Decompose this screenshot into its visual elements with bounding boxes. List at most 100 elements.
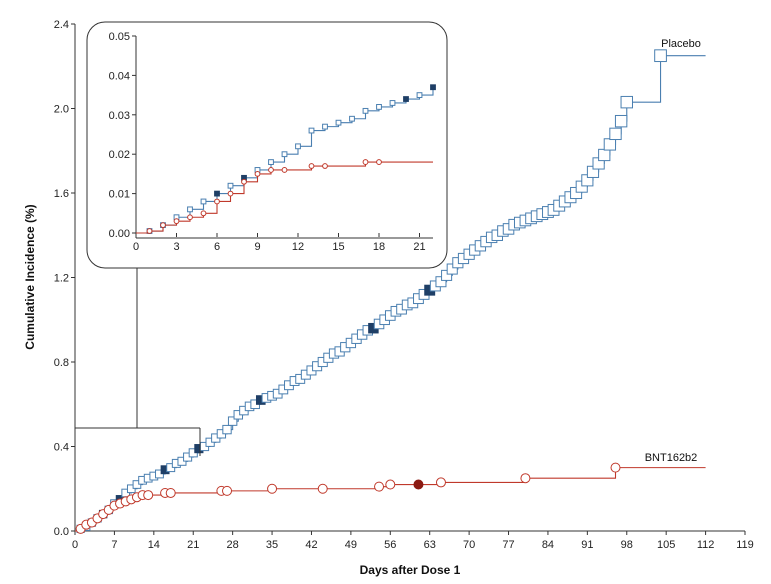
marker-bnt162b2 (254, 171, 261, 177)
x-tick-label: 56 (384, 539, 396, 551)
x-tick-label: 7 (111, 539, 117, 551)
y-tick-label: 0.0 (54, 526, 69, 538)
marker-placebo (268, 159, 274, 165)
marker-bnt162b2 (385, 479, 396, 490)
x-tick-label: 6 (214, 241, 220, 253)
x-tick-label: 63 (424, 539, 436, 551)
y-tick-label: 0.4 (54, 442, 69, 454)
marker-bnt162b2 (281, 167, 288, 173)
marker-placebo (362, 107, 369, 114)
x-tick-label: 35 (266, 539, 278, 551)
marker-placebo (227, 416, 238, 426)
marker-placebo (446, 263, 458, 275)
inset-frame (86, 21, 448, 269)
marker-placebo (389, 100, 396, 106)
y-tick-label: 2.0 (54, 104, 69, 116)
marker-placebo (322, 123, 328, 130)
marker-placebo (416, 92, 423, 98)
x-tick-label: 84 (542, 539, 554, 551)
x-tick-label: 112 (697, 539, 715, 551)
x-tick-label: 18 (373, 241, 385, 253)
marker-placebo (609, 127, 622, 141)
marker-placebo (376, 104, 382, 110)
x-tick-label: 0 (133, 241, 139, 253)
marker-placebo (308, 127, 315, 134)
marker-bnt162b2 (200, 210, 207, 217)
marker-placebo (222, 424, 232, 435)
series-line-bnt162b2 (75, 467, 706, 532)
marker-bnt162b2 (227, 190, 234, 197)
x-tick-label: 98 (621, 539, 633, 551)
marker-placebo (187, 206, 193, 213)
marker-bnt162b2 (214, 198, 220, 205)
marker-placebo (614, 114, 628, 128)
x-tick-label: 77 (502, 539, 514, 551)
marker-placebo (227, 182, 234, 189)
x-tick-label: 15 (332, 241, 344, 253)
y-tick-label: 0.03 (109, 110, 130, 122)
marker-placebo (335, 119, 342, 126)
marker-placebo (435, 276, 447, 288)
series-label-placebo: Placebo (661, 38, 701, 50)
marker-placebo (214, 190, 220, 197)
x-tick-label: 91 (581, 539, 593, 551)
marker-placebo (441, 269, 453, 281)
marker-placebo (598, 148, 611, 162)
marker-placebo (654, 49, 667, 63)
marker-bnt162b2 (173, 218, 180, 225)
marker-bnt162b2 (222, 485, 233, 496)
marker-placebo (620, 95, 633, 109)
main-series (75, 49, 706, 534)
marker-bnt162b2 (374, 481, 385, 492)
marker-bnt162b2 (146, 228, 153, 234)
marker-bnt162b2 (317, 483, 328, 494)
y-axis-label: Cumulative Incidence (%) (23, 204, 37, 349)
y-tick-label: 0.8 (54, 357, 69, 369)
x-axis-label: Days after Dose 1 (360, 563, 461, 577)
marker-bnt162b2 (435, 477, 446, 488)
marker-bnt162b2 (308, 163, 315, 169)
inset-connector (74, 268, 201, 456)
marker-bnt162b2 (413, 479, 424, 490)
x-tick-label: 119 (736, 539, 754, 551)
x-tick-label: 12 (292, 241, 304, 253)
x-tick-label: 14 (148, 539, 160, 551)
x-tick-label: 70 (463, 539, 475, 551)
y-tick-label: 1.2 (54, 273, 69, 285)
x-tick-label: 42 (305, 539, 317, 551)
marker-placebo (200, 198, 207, 205)
marker-placebo (603, 138, 617, 151)
y-tick-label: 0.01 (109, 189, 130, 201)
main-ticks: 0 7 14 21 28 35 42 49 56 63 70 77 84 91 98 105 112 1190.0… (54, 19, 754, 551)
y-tick-label: 2.4 (54, 19, 69, 31)
x-tick-label: 0 (72, 539, 78, 551)
marker-bnt162b2 (160, 222, 166, 229)
marker-bnt162b2 (187, 214, 193, 221)
y-tick-label: 0.00 (109, 228, 130, 240)
x-tick-label: 105 (657, 539, 675, 551)
marker-placebo (403, 96, 409, 102)
x-tick-label: 28 (227, 539, 239, 551)
marker-bnt162b2 (610, 462, 621, 473)
inset-chart: 0 3 6 9 12 15 18 21 0.00 0.01 0.02 0.03 0.04 0.05 (86, 21, 448, 269)
x-tick-label: 21 (413, 241, 425, 253)
y-tick-label: 0.02 (109, 149, 130, 161)
marker-bnt162b2 (165, 487, 176, 498)
x-tick-label: 3 (173, 241, 179, 253)
marker-placebo (281, 151, 288, 158)
x-tick-label: 9 (254, 241, 260, 253)
y-tick-label: 0.05 (109, 31, 130, 43)
inset-ticks: 0 3 6 9 12 15 18 21 0.00 0.01 0.02 0.03 0.04 0.05 (109, 31, 426, 253)
marker-placebo (295, 143, 301, 150)
marker-placebo (430, 84, 436, 91)
x-tick-label: 21 (187, 539, 199, 551)
marker-bnt162b2 (268, 167, 274, 173)
marker-bnt162b2 (322, 163, 328, 169)
series-label-bnt162b2: BNT162b2 (645, 452, 698, 464)
marker-bnt162b2 (241, 178, 247, 185)
marker-bnt162b2 (267, 483, 278, 494)
marker-placebo (349, 115, 355, 122)
marker-bnt162b2 (520, 473, 531, 484)
x-tick-label: 49 (345, 539, 357, 551)
